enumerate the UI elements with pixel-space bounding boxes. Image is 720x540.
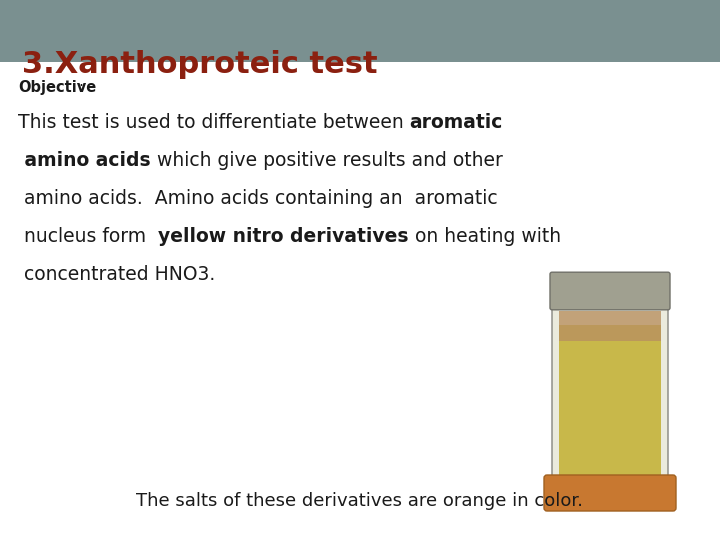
Text: amino acids: amino acids xyxy=(18,151,150,170)
Text: which give positive results and other: which give positive results and other xyxy=(150,151,503,170)
Text: aromatic: aromatic xyxy=(410,113,503,132)
Text: yellow nitro derivatives: yellow nitro derivatives xyxy=(158,227,409,246)
Text: nucleus form: nucleus form xyxy=(18,227,158,246)
Text: :: : xyxy=(78,80,83,95)
Bar xyxy=(0,0,720,62)
Text: 3.Xanthoproteic test: 3.Xanthoproteic test xyxy=(22,50,377,79)
FancyBboxPatch shape xyxy=(550,272,670,310)
Text: on heating with: on heating with xyxy=(409,227,561,246)
Text: This test is used to differentiate between: This test is used to differentiate betwe… xyxy=(18,113,410,132)
FancyBboxPatch shape xyxy=(544,475,676,511)
Bar xyxy=(559,311,661,341)
FancyBboxPatch shape xyxy=(552,292,668,483)
Text: The salts of these derivatives are orange in color.: The salts of these derivatives are orang… xyxy=(137,492,583,510)
Text: concentrated HNO3.: concentrated HNO3. xyxy=(18,265,215,284)
Bar xyxy=(559,325,661,476)
Text: amino acids.  Amino acids containing an  aromatic: amino acids. Amino acids containing an a… xyxy=(18,189,498,208)
Text: Objective: Objective xyxy=(18,80,96,95)
